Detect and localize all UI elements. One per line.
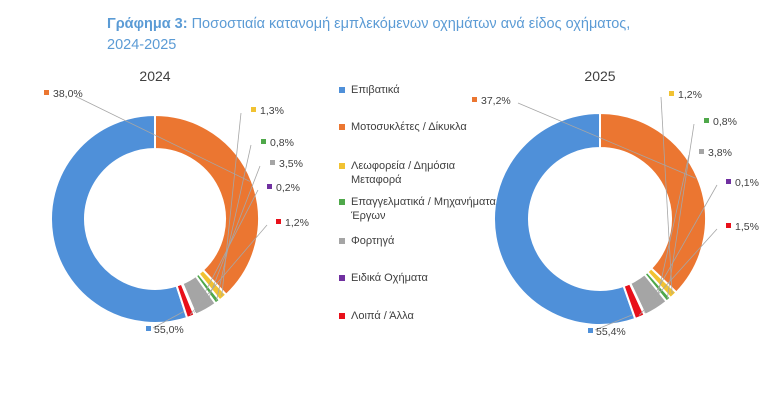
legend-swatch bbox=[339, 313, 345, 319]
data-label-2024-5: 0,2% bbox=[276, 182, 300, 194]
data-label-2024-0: 55,0% bbox=[154, 324, 184, 336]
leader-2025-5 bbox=[643, 184, 718, 314]
chart-main-title: Γράφημα 3: Ποσοστιαία κατανομή εμπλεκόμε… bbox=[107, 14, 647, 56]
label-marker-2025-2 bbox=[669, 91, 674, 96]
legend-swatch bbox=[339, 87, 345, 93]
legend-item: Λοιπά / Άλλα bbox=[339, 309, 501, 323]
data-label-2025-5: 0,1% bbox=[735, 177, 759, 189]
legend-swatch bbox=[339, 163, 345, 169]
leader-2025-6 bbox=[638, 228, 718, 316]
data-label-2025-0: 55,4% bbox=[596, 326, 626, 338]
data-label-2024-1: 38,0% bbox=[53, 88, 83, 100]
legend-item: Λεωφορεία / Δημόσια Μεταφορά bbox=[339, 159, 501, 187]
data-label-2024-2: 1,3% bbox=[260, 105, 284, 117]
leader-2024-3 bbox=[216, 144, 252, 301]
legend-label: Επιβατικά bbox=[351, 84, 400, 96]
legend-item: Επαγγελματικά / Μηχανήματα Έργων bbox=[339, 195, 501, 223]
legend-item: Ειδικά Οχήματα bbox=[339, 271, 501, 285]
label-marker-2025-6 bbox=[726, 223, 731, 228]
leader-2025-4 bbox=[654, 154, 690, 308]
leader-2024-1 bbox=[74, 95, 251, 182]
label-marker-2024-6 bbox=[276, 219, 281, 224]
legend-swatch bbox=[339, 199, 345, 205]
data-label-2024-6: 1,2% bbox=[285, 217, 309, 229]
slice-2025-6 bbox=[622, 282, 646, 321]
chart-title-text: Ποσοστιαία κατανομή εμπλεκόμενων οχημάτω… bbox=[107, 16, 631, 53]
legend-label: Μοτοσυκλέτες / Δίκυκλα bbox=[351, 121, 467, 133]
donut-chart-2024: 2024 55,0% 38,0% 1,3% 0,8% 3,5% 0,2% 1,2% bbox=[44, 68, 309, 336]
legend-label: Επαγγελματικά / Μηχανήματα Έργων bbox=[351, 196, 496, 222]
leader-2025-2 bbox=[660, 96, 673, 294]
data-label-2025-1: 37,2% bbox=[481, 95, 511, 107]
data-label-2025-3: 0,8% bbox=[713, 116, 737, 128]
legend-label: Λοιπά / Άλλα bbox=[351, 310, 414, 322]
label-marker-2025-5 bbox=[726, 179, 731, 184]
legend-item: Επιβατικά bbox=[339, 83, 501, 97]
legend-swatch bbox=[339, 124, 345, 130]
legend-label: Ειδικά Οχήματα bbox=[351, 272, 428, 284]
legend-swatch bbox=[339, 275, 345, 281]
leader-2024-2 bbox=[221, 112, 242, 297]
slice-2025-0 bbox=[493, 111, 637, 326]
leader-2024-4 bbox=[204, 165, 261, 309]
legend-label: Φορτηγά bbox=[351, 235, 395, 247]
legend-item: Μοτοσυκλέτες / Δίκυκλα bbox=[339, 120, 501, 134]
label-marker-2024-0 bbox=[146, 326, 151, 331]
leader-2025-1 bbox=[517, 102, 696, 179]
legend-label: Λεωφορεία / Δημόσια Μεταφορά bbox=[351, 160, 456, 186]
chart-title-prefix: Γράφημα 3: bbox=[107, 16, 188, 32]
leader-2024-6 bbox=[189, 224, 268, 316]
slice-2024-6 bbox=[175, 282, 196, 320]
label-marker-2024-5 bbox=[267, 184, 272, 189]
slice-2025-1 bbox=[599, 111, 707, 294]
data-label-2025-4: 3,8% bbox=[708, 147, 732, 159]
data-label-2025-6: 1,5% bbox=[735, 221, 759, 233]
leader-2024-5 bbox=[193, 189, 259, 314]
label-marker-2024-2 bbox=[251, 107, 256, 112]
legend-swatch bbox=[339, 238, 345, 244]
data-label-2024-3: 0,8% bbox=[270, 137, 294, 149]
data-label-2025-2: 1,2% bbox=[678, 89, 702, 101]
label-marker-2024-4 bbox=[270, 160, 275, 165]
chart-title-2024: 2024 bbox=[139, 68, 170, 84]
legend-item: Φορτηγά bbox=[339, 234, 501, 248]
label-marker-2024-1 bbox=[44, 90, 49, 95]
label-marker-2025-0 bbox=[588, 328, 593, 333]
leader-2025-3 bbox=[666, 123, 695, 299]
label-marker-2024-3 bbox=[261, 139, 266, 144]
label-marker-2025-3 bbox=[704, 118, 709, 123]
donut-chart-2025: 2025 55,4% 37,2% 1,2% 0,8% 3,8% 0,1% 1,5% bbox=[472, 68, 759, 338]
chart-title-2025: 2025 bbox=[584, 68, 615, 84]
label-marker-2025-1 bbox=[472, 97, 477, 102]
label-marker-2025-4 bbox=[699, 149, 704, 154]
slice-2024-1 bbox=[154, 113, 260, 297]
data-label-2024-4: 3,5% bbox=[279, 158, 303, 170]
slice-2024-0 bbox=[50, 113, 189, 324]
